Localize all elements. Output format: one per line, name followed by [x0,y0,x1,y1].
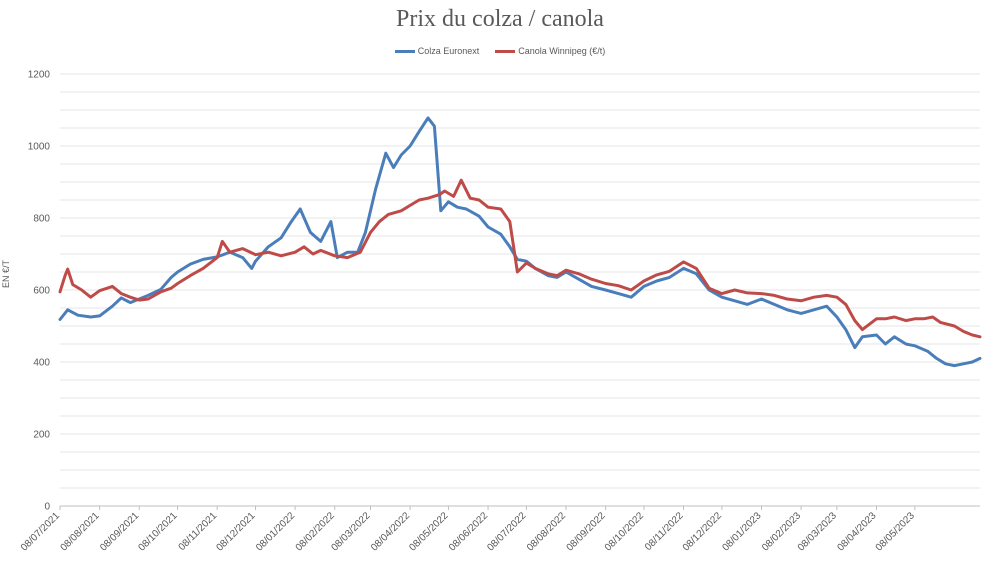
y-tick-label: 0 [44,502,50,513]
chart-title: Prix du colza / canola [396,6,604,32]
y-tick-label: 600 [33,286,50,297]
x-tick-label: 08/07/2021 [19,510,62,553]
x-tick-label: 08/04/2023 [835,510,878,553]
x-tick-label: 08/08/2022 [525,510,568,553]
x-tick-label: 08/11/2021 [177,510,220,553]
series-line-canola-winnipeg [58,178,982,339]
x-tick-label: 08/12/2021 [214,510,257,553]
x-tick-label: 08/08/2021 [59,510,102,553]
legend-swatch-colza [394,49,415,53]
y-tick-label: 200 [33,430,50,441]
legend-label-colza: Colza Euronext [417,46,480,56]
x-tick-label: 08/07/2022 [485,510,528,553]
x-tick-label: 08/04/2022 [369,510,412,553]
y-tick-label: 1000 [28,142,51,153]
x-tick-label: 08/09/2022 [565,510,608,553]
x-tick-label: 08/05/2023 [874,510,917,553]
y-tick-label: 800 [33,214,50,225]
legend-label-canola: Canola Winnipeg (€/t) [518,46,606,56]
x-tick-label: 08/09/2021 [98,510,141,553]
x-tick-label: 08/06/2022 [447,510,490,553]
x-tick-label: 08/05/2022 [407,510,450,553]
series-line-colza-euronext [58,116,982,368]
y-tick-label: 1200 [28,70,51,81]
x-tick-label: 08/01/2023 [720,510,763,553]
x-tick-label: 08/11/2022 [643,510,686,553]
legend-item-colza: Colza Euronext [394,46,480,56]
legend: Colza Euronext Canola Winnipeg (€/t) [0,46,1000,56]
y-tick-label: 400 [33,358,50,369]
x-tick-label: 08/10/2022 [603,510,646,553]
legend-swatch-canola [495,49,516,53]
legend-item-canola: Canola Winnipeg (€/t) [495,46,605,56]
x-tick-label: 08/10/2021 [136,510,179,553]
x-tick-label: 08/03/2022 [329,510,372,553]
x-tick-label: 08/01/2022 [254,510,297,553]
x-tick-label: 08/12/2022 [681,510,724,553]
x-tick-label: 08/03/2023 [796,510,839,553]
